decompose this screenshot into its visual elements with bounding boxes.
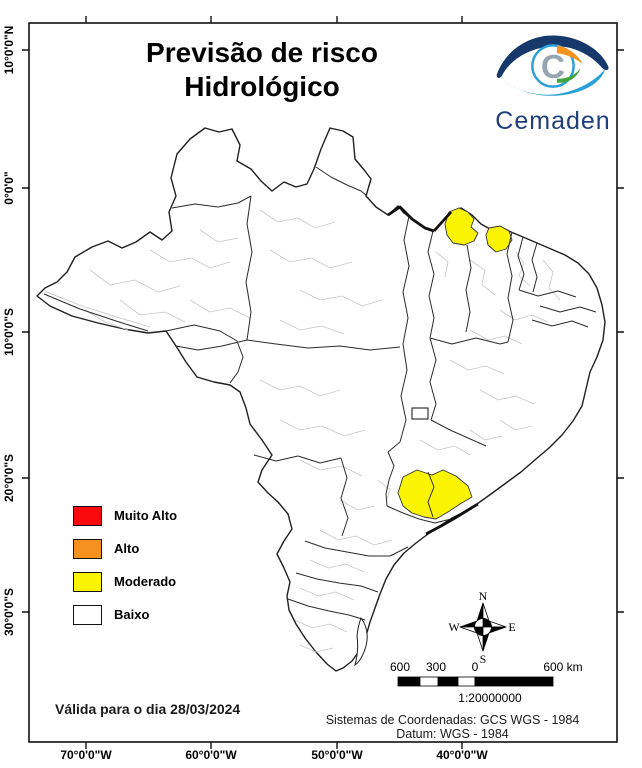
- compass-n: N: [479, 589, 488, 603]
- page-title: Previsão de risco Hidrológico: [102, 36, 422, 104]
- coordinate-system-text: Sistemas de Coordenadas: GCS WGS - 1984 …: [290, 713, 615, 741]
- lagoon-outline: [354, 616, 368, 667]
- scale-label-300: 300: [426, 660, 446, 674]
- legend-swatch-moderado: [73, 571, 102, 592]
- legend-item-alto: Alto: [73, 538, 177, 559]
- risk-legend: Muito Alto Alto Moderado Baixo: [73, 505, 177, 637]
- lat-label-10n: 10°0'0"N: [2, 25, 16, 75]
- scale-label-600-left: 600: [390, 660, 410, 674]
- legend-swatch-baixo: [73, 604, 102, 625]
- state-borders: [43, 166, 597, 621]
- scale-bar-labels: 600 300 0 600 km 1:20000000: [390, 660, 583, 705]
- scale-label-600km: 600 km: [543, 660, 582, 674]
- risk-region-southeast: [397, 469, 473, 520]
- compass-w: W: [448, 620, 460, 634]
- risk-region-north-2: [485, 225, 513, 253]
- compass-s: S: [480, 652, 487, 666]
- legend-item-moderado: Moderado: [73, 571, 177, 592]
- cemaden-logo: C Cemaden: [478, 30, 628, 136]
- legend-swatch-alto: [73, 538, 102, 559]
- title-line-1: Previsão de risco: [146, 37, 378, 68]
- legend-label-muito-alto: Muito Alto: [114, 508, 178, 523]
- lon-label-50w: 50°0'0"W: [311, 748, 363, 762]
- title-line-2: Hidrológico: [184, 71, 340, 102]
- legend-label-moderado: Moderado: [114, 574, 177, 589]
- risk-regions-moderado: [397, 207, 513, 520]
- scale-ratio: 1:20000000: [458, 691, 522, 705]
- scale-label-0: 0: [472, 660, 479, 674]
- compass-rose-icon: [459, 602, 507, 652]
- cemaden-eye-icon: C: [496, 35, 609, 96]
- risk-region-north-1: [444, 207, 479, 246]
- lon-label-60w: 60°0'0"W: [185, 748, 237, 762]
- scale-bar: [397, 676, 554, 687]
- svg-text:C: C: [541, 49, 565, 86]
- lat-label-20s: 20°0'0"S: [2, 453, 16, 503]
- validity-date-text: Válida para o dia 28/03/2024: [55, 701, 241, 717]
- coord-system-line: Sistemas de Coordenadas: GCS WGS - 1984: [325, 713, 580, 727]
- map-frame: [22, 16, 624, 749]
- legend-label-alto: Alto: [114, 541, 140, 556]
- lat-label-10s: 10°0'0"S: [2, 307, 16, 357]
- legend-swatch-muito-alto: [73, 505, 102, 526]
- cemaden-wordmark: Cemaden: [495, 107, 611, 135]
- brazil-outline: [36, 127, 606, 672]
- compass-labels: N S E W: [448, 589, 515, 666]
- legend-label-baixo: Baixo: [114, 607, 150, 622]
- compass-e: E: [508, 620, 515, 634]
- frame-ticks: [22, 16, 624, 749]
- lon-label-40w: 40°0'0"W: [436, 748, 488, 762]
- municipal-borders: [43, 209, 561, 653]
- lon-label-70w: 70°0'0"W: [60, 748, 112, 762]
- legend-item-muito-alto: Muito Alto: [73, 505, 177, 526]
- coastline-accents: [387, 205, 479, 536]
- lat-label-30s: 30°0'0"S: [2, 587, 16, 637]
- legend-item-baixo: Baixo: [73, 604, 177, 625]
- datum-line: Datum: WGS - 1984: [396, 727, 509, 741]
- distrito-federal-box: [411, 407, 429, 420]
- lat-label-0: 0°0'0": [2, 171, 16, 205]
